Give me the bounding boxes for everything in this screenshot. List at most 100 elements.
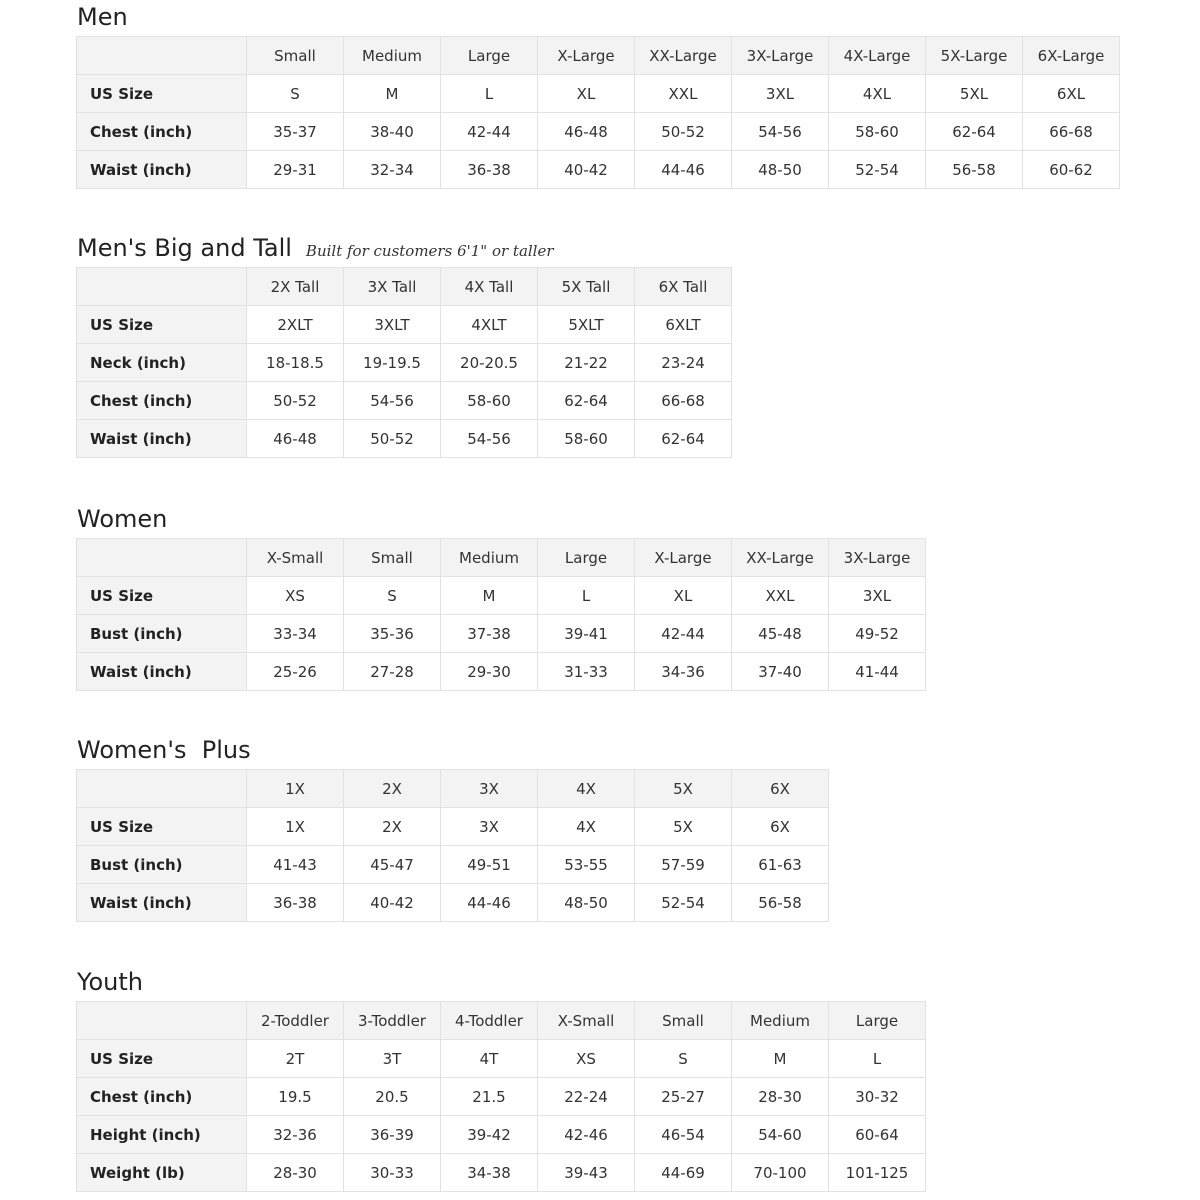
table-cell: 44-46 [440, 883, 538, 922]
table-cell: 58-60 [828, 112, 926, 151]
row-label: Waist (inch) [76, 419, 247, 458]
size-table-youth: 2-Toddler 3-Toddler 4-Toddler X-Small Small M… [76, 1001, 926, 1192]
table-cell: M [343, 74, 441, 113]
size-table-men: Small Medium Large X-Large XX-Large 3X-Large 4… [76, 36, 1120, 189]
table-cell: 46-54 [634, 1115, 732, 1154]
table-cell: 6X [731, 807, 829, 846]
column-header: Medium [731, 1001, 829, 1040]
corner-cell [76, 769, 247, 808]
table-cell: 29-30 [440, 652, 538, 691]
table-cell: 61-63 [731, 845, 829, 884]
corner-cell [76, 36, 247, 75]
table-cell: 54-56 [343, 381, 441, 420]
table-cell: 28-30 [246, 1153, 344, 1192]
column-header: 4X [537, 769, 635, 808]
column-header: 4-Toddler [440, 1001, 538, 1040]
row-label: Waist (inch) [76, 150, 247, 189]
table-cell: 6XLT [634, 305, 732, 344]
table-row: US Size 2XLT 3XLT 4XLT 5XLT 6XLT [76, 305, 732, 344]
table-cell: 30-32 [828, 1077, 926, 1116]
table-cell: 3XL [828, 576, 926, 615]
table-cell: 39-43 [537, 1153, 635, 1192]
table-cell: 41-43 [246, 845, 344, 884]
table-cell: 36-38 [246, 883, 344, 922]
table-cell: 53-55 [537, 845, 635, 884]
column-header: 3-Toddler [343, 1001, 441, 1040]
section-mens-big-and-tall: Men's Big and Tall Built for customers 6'… [76, 233, 732, 458]
table-cell: 38-40 [343, 112, 441, 151]
table-cell: 19.5 [246, 1077, 344, 1116]
row-label: Weight (lb) [76, 1153, 247, 1192]
section-womens-plus: Women's Plus 1X 2X 3X 4X 5X 6X US Size 1X 2X 3X 4X… [76, 735, 829, 922]
size-table-mens-big-and-tall: 2X Tall 3X Tall 4X Tall 5X Tall 6X Tall US Si… [76, 267, 732, 458]
section-men: Men Small Medium Large X-Large XX-Large 3X-La… [76, 2, 1120, 189]
table-row: US Size 1X 2X 3X 4X 5X 6X [76, 807, 829, 846]
table-cell: 42-46 [537, 1115, 635, 1154]
table-cell: 101-125 [828, 1153, 926, 1192]
table-cell: 1X [246, 807, 344, 846]
table-cell: 4XLT [440, 305, 538, 344]
table-cell: 45-48 [731, 614, 829, 653]
column-header: Small [343, 538, 441, 577]
table-cell: 32-36 [246, 1115, 344, 1154]
table-cell: 54-56 [440, 419, 538, 458]
table-cell: 66-68 [1022, 112, 1120, 151]
table-cell: 70-100 [731, 1153, 829, 1192]
table-cell: 56-58 [925, 150, 1023, 189]
table-cell: 25-27 [634, 1077, 732, 1116]
table-cell: 22-24 [537, 1077, 635, 1116]
section-title: Youth [77, 968, 143, 996]
table-cell: 40-42 [537, 150, 635, 189]
table-cell: 37-40 [731, 652, 829, 691]
header-row: 2X Tall 3X Tall 4X Tall 5X Tall 6X Tall [76, 267, 732, 306]
table-cell: 62-64 [634, 419, 732, 458]
size-table-women: X-Small Small Medium Large X-Large XX-Large 3X… [76, 538, 926, 691]
table-cell: 56-58 [731, 883, 829, 922]
size-table-womens-plus: 1X 2X 3X 4X 5X 6X US Size 1X 2X 3X 4X 5X 6X Bust (inc… [76, 769, 829, 922]
table-cell: 58-60 [440, 381, 538, 420]
table-cell: XXL [634, 74, 732, 113]
table-cell: 5XLT [537, 305, 635, 344]
column-header: Large [537, 538, 635, 577]
table-cell: 48-50 [731, 150, 829, 189]
corner-cell [76, 1001, 247, 1040]
row-label: Waist (inch) [76, 883, 247, 922]
table-cell: 2T [246, 1039, 344, 1078]
table-cell: 44-69 [634, 1153, 732, 1192]
column-header: 5X-Large [925, 36, 1023, 75]
column-header: 4X-Large [828, 36, 926, 75]
table-cell: 49-51 [440, 845, 538, 884]
column-header: 1X [246, 769, 344, 808]
table-cell: 54-56 [731, 112, 829, 151]
table-cell: L [828, 1039, 926, 1078]
table-cell: 58-60 [537, 419, 635, 458]
table-cell: 62-64 [925, 112, 1023, 151]
table-cell: 35-36 [343, 614, 441, 653]
table-cell: L [537, 576, 635, 615]
table-cell: M [440, 576, 538, 615]
table-cell: 34-38 [440, 1153, 538, 1192]
table-cell: 4XL [828, 74, 926, 113]
table-cell: S [246, 74, 344, 113]
column-header: XX-Large [634, 36, 732, 75]
table-cell: 3XL [731, 74, 829, 113]
section-note: Built for customers 6'1" or taller [305, 242, 554, 260]
section-youth: Youth 2-Toddler 3-Toddler 4-Toddler X-Small… [76, 967, 926, 1192]
table-cell: 25-26 [246, 652, 344, 691]
column-header: 5X [634, 769, 732, 808]
table-cell: 54-60 [731, 1115, 829, 1154]
table-cell: 39-41 [537, 614, 635, 653]
table-cell: L [440, 74, 538, 113]
column-header: 6X Tall [634, 267, 732, 306]
column-header: Small [246, 36, 344, 75]
table-cell: XXL [731, 576, 829, 615]
column-header: 2X Tall [246, 267, 344, 306]
header-row: 1X 2X 3X 4X 5X 6X [76, 769, 829, 808]
section-women: Women X-Small Small Medium Large X-Large XX-L… [76, 504, 926, 691]
column-header: 2-Toddler [246, 1001, 344, 1040]
column-header: X-Large [634, 538, 732, 577]
table-cell: 41-44 [828, 652, 926, 691]
table-cell: 50-52 [246, 381, 344, 420]
column-header: X-Small [537, 1001, 635, 1040]
table-cell: 19-19.5 [343, 343, 441, 382]
